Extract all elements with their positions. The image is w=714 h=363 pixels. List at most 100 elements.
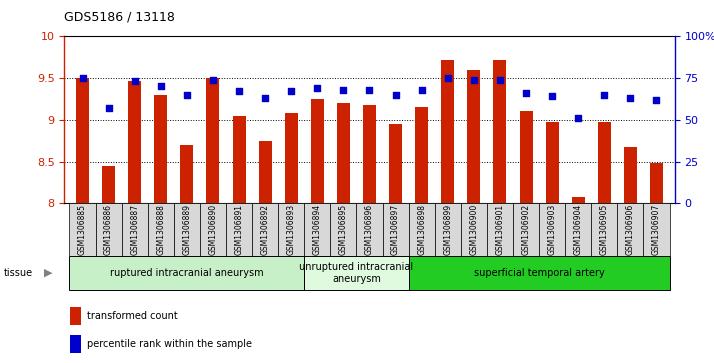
Bar (76, 78, 89, 203)
Text: transformed count: transformed count (87, 311, 178, 321)
Bar (226, 203, 252, 256)
Bar (618, 203, 643, 256)
Point (390, 92, 401, 98)
Bar (181, 145, 193, 203)
Text: GSM1306898: GSM1306898 (417, 204, 426, 255)
Bar (71, 307, 81, 325)
FancyBboxPatch shape (304, 256, 408, 290)
Point (155, 83, 166, 89)
Text: GSM1306896: GSM1306896 (365, 204, 374, 255)
Point (207, 77, 218, 83)
Text: GSM1306885: GSM1306885 (78, 204, 87, 255)
Point (338, 87, 349, 93)
Point (77, 75, 89, 81)
Point (363, 87, 376, 93)
Bar (252, 203, 278, 256)
Bar (468, 70, 481, 203)
Text: GSM1306902: GSM1306902 (521, 204, 531, 255)
Point (103, 105, 114, 111)
Bar (539, 203, 565, 256)
Text: GSM1306899: GSM1306899 (443, 204, 452, 255)
Text: GDS5186 / 13118: GDS5186 / 13118 (64, 11, 175, 24)
Text: GSM1306907: GSM1306907 (652, 204, 661, 255)
Bar (331, 203, 356, 256)
Bar (96, 203, 121, 256)
Text: GSM1306895: GSM1306895 (339, 204, 348, 255)
Bar (415, 107, 428, 203)
Text: GSM1306894: GSM1306894 (313, 204, 322, 255)
Text: GSM1306889: GSM1306889 (182, 204, 191, 255)
Point (442, 75, 453, 81)
Point (625, 95, 636, 101)
Text: GSM1306887: GSM1306887 (130, 204, 139, 255)
FancyBboxPatch shape (408, 256, 670, 290)
Text: GSM1306890: GSM1306890 (208, 204, 218, 255)
Bar (363, 105, 376, 203)
Bar (493, 60, 506, 203)
Bar (337, 103, 350, 203)
Bar (154, 95, 167, 203)
Bar (487, 203, 513, 256)
Bar (565, 203, 591, 256)
Text: superficial temporal artery: superficial temporal artery (473, 268, 605, 278)
Text: unruptured intracranial
aneurysm: unruptured intracranial aneurysm (299, 262, 413, 284)
Point (650, 97, 662, 103)
Bar (408, 203, 435, 256)
Bar (278, 203, 304, 256)
Bar (356, 203, 383, 256)
Bar (206, 78, 219, 203)
Bar (200, 203, 226, 256)
Text: GSM1306886: GSM1306886 (104, 204, 113, 255)
Bar (461, 203, 487, 256)
Text: GSM1306905: GSM1306905 (600, 204, 609, 255)
Bar (643, 203, 670, 256)
Bar (513, 203, 539, 256)
Text: GSM1306888: GSM1306888 (156, 204, 165, 255)
Bar (69, 203, 96, 256)
Text: percentile rank within the sample: percentile rank within the sample (87, 339, 253, 349)
Text: GSM1306893: GSM1306893 (287, 204, 296, 255)
Point (233, 89, 245, 94)
Bar (435, 203, 461, 256)
Point (598, 92, 610, 98)
Text: GSM1306891: GSM1306891 (235, 204, 243, 255)
Point (286, 89, 297, 94)
Point (573, 115, 584, 121)
Text: GSM1306904: GSM1306904 (574, 204, 583, 255)
Bar (121, 203, 148, 256)
Bar (285, 113, 298, 203)
Point (468, 77, 480, 83)
Bar (311, 99, 324, 203)
Text: GSM1306900: GSM1306900 (469, 204, 478, 255)
Text: GSM1306892: GSM1306892 (261, 204, 270, 255)
Bar (148, 203, 174, 256)
Bar (598, 122, 610, 203)
Text: GSM1306901: GSM1306901 (496, 204, 504, 255)
Point (521, 90, 532, 96)
Bar (389, 124, 402, 203)
Text: GSM1306906: GSM1306906 (626, 204, 635, 255)
FancyBboxPatch shape (69, 256, 304, 290)
Bar (233, 117, 246, 203)
Bar (520, 111, 533, 203)
Bar (650, 163, 663, 203)
Point (259, 95, 271, 101)
Bar (591, 203, 618, 256)
Bar (304, 203, 331, 256)
Text: GSM1306903: GSM1306903 (548, 204, 557, 255)
Bar (71, 335, 81, 353)
Bar (129, 81, 141, 203)
Point (129, 78, 141, 84)
Bar (441, 60, 454, 203)
Point (416, 87, 428, 93)
Bar (545, 122, 558, 203)
Bar (102, 166, 115, 203)
Bar (624, 147, 637, 203)
Bar (258, 140, 271, 203)
Bar (572, 197, 585, 203)
Text: ▶: ▶ (44, 268, 53, 278)
Bar (383, 203, 408, 256)
Point (546, 94, 558, 99)
Point (311, 85, 323, 91)
Point (494, 77, 506, 83)
